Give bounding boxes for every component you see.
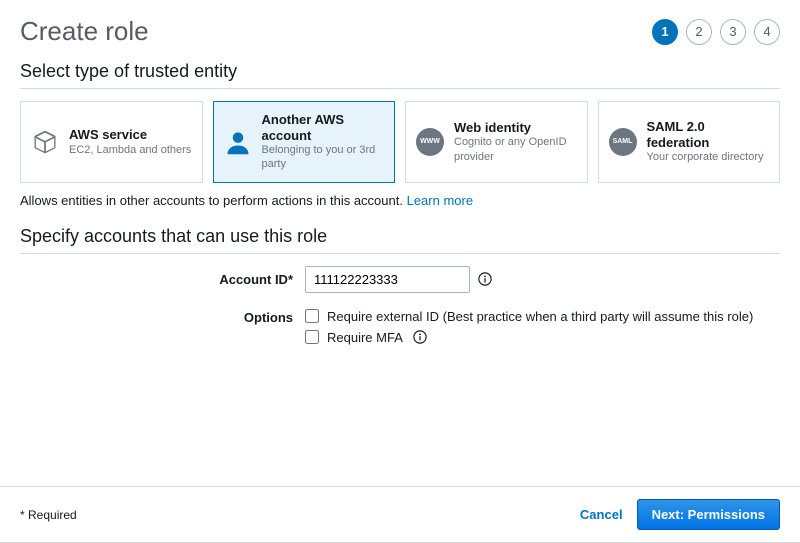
saml-icon: SAML xyxy=(609,128,637,156)
learn-more-link[interactable]: Learn more xyxy=(407,193,473,208)
section-entity-title: Select type of trusted entity xyxy=(20,61,780,82)
www-icon: WWW xyxy=(416,128,444,156)
info-icon[interactable] xyxy=(478,272,492,286)
card-title: AWS service xyxy=(69,127,192,143)
card-subtitle: Cognito or any OpenID provider xyxy=(454,135,577,164)
card-title: Web identity xyxy=(454,120,577,136)
account-id-input[interactable] xyxy=(305,266,470,293)
external-id-label: Require external ID (Best practice when … xyxy=(327,309,753,324)
entity-type-cards: AWS service EC2, Lambda and others Anoth… xyxy=(20,101,780,183)
step-1[interactable]: 1 xyxy=(652,19,678,45)
next-permissions-button[interactable]: Next: Permissions xyxy=(637,499,780,530)
external-id-checkbox[interactable] xyxy=(305,309,319,323)
step-3[interactable]: 3 xyxy=(720,19,746,45)
footer: * Required Cancel Next: Permissions xyxy=(0,486,800,543)
card-title: Another AWS account xyxy=(262,112,385,143)
cube-icon xyxy=(31,128,59,156)
person-icon xyxy=(224,128,252,156)
card-web-identity[interactable]: WWW Web identity Cognito or any OpenID p… xyxy=(405,101,588,183)
card-aws-service[interactable]: AWS service EC2, Lambda and others xyxy=(20,101,203,183)
entity-description: Allows entities in other accounts to per… xyxy=(20,193,780,208)
card-title: SAML 2.0 federation xyxy=(647,119,770,150)
mfa-checkbox[interactable] xyxy=(305,330,319,344)
account-id-label: Account ID* xyxy=(20,272,305,287)
card-saml-federation[interactable]: SAML SAML 2.0 federation Your corporate … xyxy=(598,101,781,183)
cancel-button[interactable]: Cancel xyxy=(580,507,623,522)
page-title: Create role xyxy=(20,16,149,47)
wizard-stepper: 1 2 3 4 xyxy=(652,19,780,45)
options-label: Options xyxy=(20,309,305,345)
option-require-mfa[interactable]: Require MFA xyxy=(305,330,753,345)
step-2[interactable]: 2 xyxy=(686,19,712,45)
divider xyxy=(20,253,780,254)
section-accounts-title: Specify accounts that can use this role xyxy=(20,226,780,247)
required-note: * Required xyxy=(20,508,77,522)
card-subtitle: Belonging to you or 3rd party xyxy=(262,143,385,172)
info-icon[interactable] xyxy=(413,330,427,344)
divider xyxy=(20,88,780,89)
step-4[interactable]: 4 xyxy=(754,19,780,45)
mfa-label: Require MFA xyxy=(327,330,403,345)
card-another-aws-account[interactable]: Another AWS account Belonging to you or … xyxy=(213,101,396,183)
option-require-external-id[interactable]: Require external ID (Best practice when … xyxy=(305,309,753,324)
card-subtitle: EC2, Lambda and others xyxy=(69,143,192,157)
card-subtitle: Your corporate directory xyxy=(647,150,770,164)
